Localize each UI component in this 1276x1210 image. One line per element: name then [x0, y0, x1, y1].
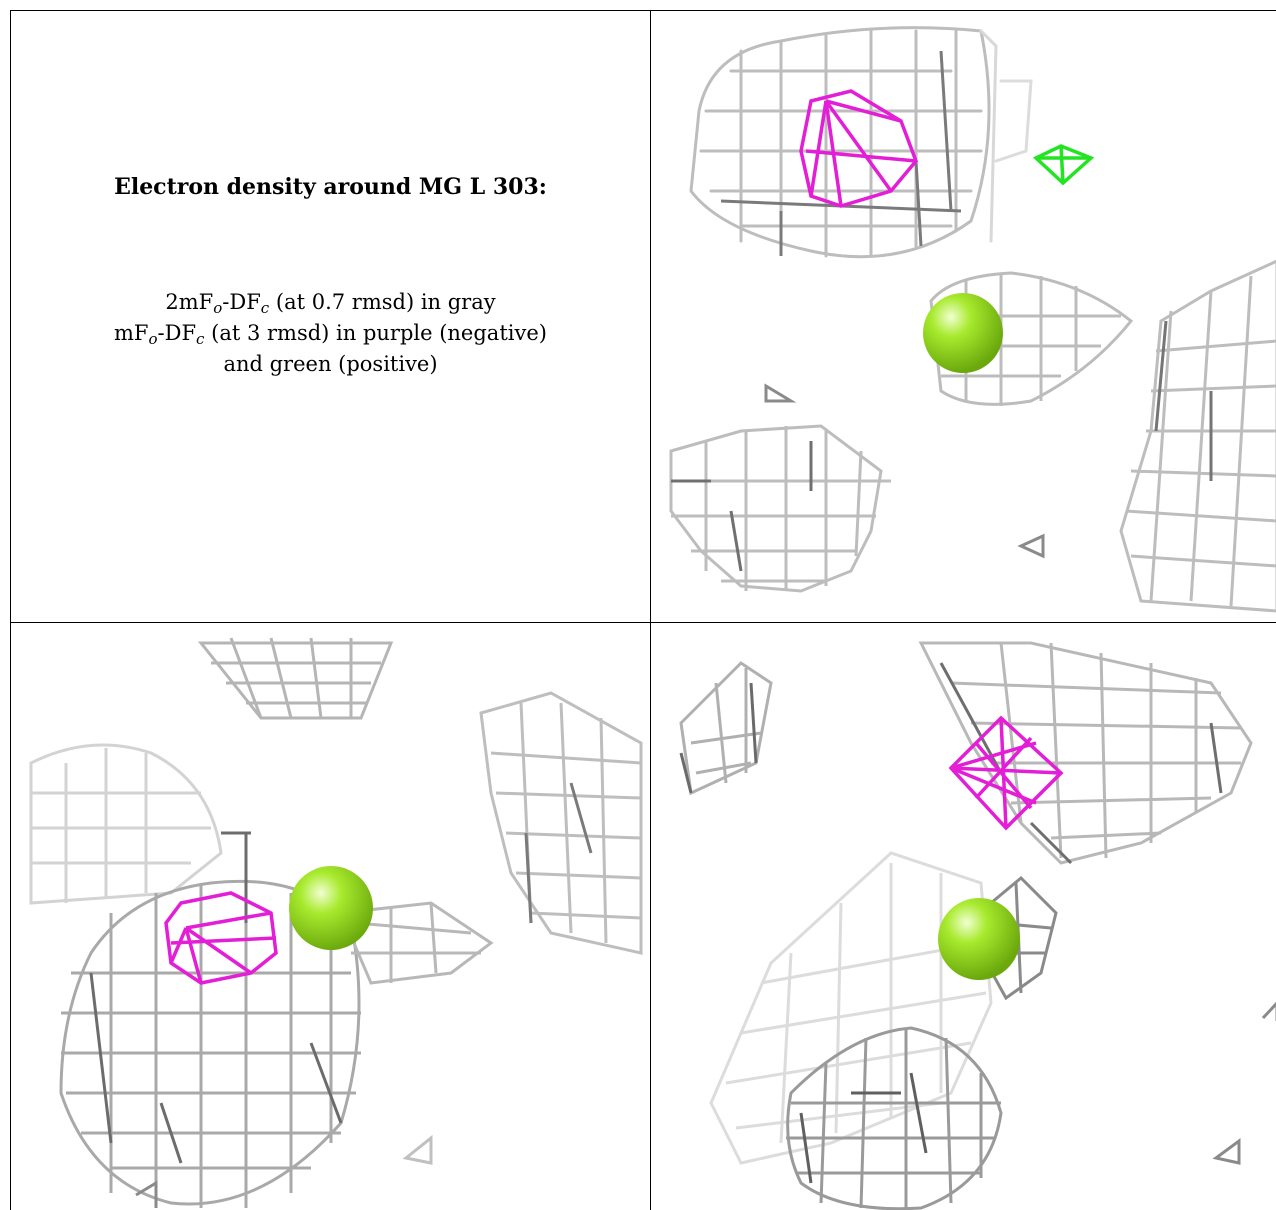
purple-mesh: [948, 715, 1064, 831]
gray-mesh-right: [479, 691, 643, 955]
gray-mesh-right-shadow: [1154, 320, 1213, 481]
mesh-fragment: [1212, 1138, 1241, 1165]
legend-line-positive: and green (positive): [223, 352, 438, 376]
mesh-fragment: [402, 1134, 433, 1165]
legend-line-fofc: mFo-DFc (at 3 rmsd) in purple (negative): [114, 321, 547, 348]
figure-grid: Electron density around MG L 303: 2mFo-D…: [10, 10, 1276, 1210]
gray-mesh-center-shadow: [89, 831, 343, 1164]
density-view-1: [651, 11, 1276, 623]
gray-mesh-center: [59, 879, 361, 1208]
mesh-fragment: [1261, 1001, 1276, 1021]
gray-mesh-upper: [689, 26, 1033, 259]
legend-line-2fofc: 2mFo-DFc (at 0.7 rmsd) in gray: [165, 290, 496, 317]
gray-mesh-right: [1119, 259, 1276, 613]
mg-ion-sphere: [923, 293, 1003, 373]
gray-mesh-bottom-shadow: [799, 1072, 928, 1184]
green-mesh: [1032, 144, 1095, 186]
gray-mesh-lower: [669, 424, 891, 593]
density-render-1: [669, 26, 1276, 613]
legend-text: 2mFo-DFc (at 0.7 rmsd) in gray mFo-DFc (…: [11, 287, 650, 380]
gray-mesh-bottom: [786, 1026, 1003, 1210]
figure-title: Electron density around MG L 303:: [114, 174, 547, 200]
density-view-2: [11, 623, 651, 1210]
gray-mesh-topright: [918, 641, 1253, 865]
gray-mesh-topleft: [679, 661, 773, 796]
mesh-fragment: [1017, 533, 1045, 559]
density-render-2: [29, 637, 643, 1208]
purple-mesh: [164, 891, 278, 985]
mesh-fragment: [135, 1180, 158, 1208]
gray-mesh-right-shadow: [524, 782, 593, 924]
gray-mesh-left: [29, 743, 223, 905]
mg-ion-sphere: [289, 866, 373, 950]
mg-ion-sphere: [938, 898, 1020, 980]
gray-mesh-lower-shadow: [671, 441, 813, 572]
gray-mesh-arm: [338, 901, 494, 985]
mesh-fragment: [764, 383, 797, 403]
caption-cell: Electron density around MG L 303: 2mFo-D…: [11, 11, 651, 623]
gray-mesh-top: [197, 637, 394, 720]
gray-mesh-topleft-shadow: [679, 682, 758, 794]
purple-mesh-top: [799, 89, 918, 208]
density-view-3: [651, 623, 1276, 1210]
density-render-3: [679, 641, 1276, 1210]
